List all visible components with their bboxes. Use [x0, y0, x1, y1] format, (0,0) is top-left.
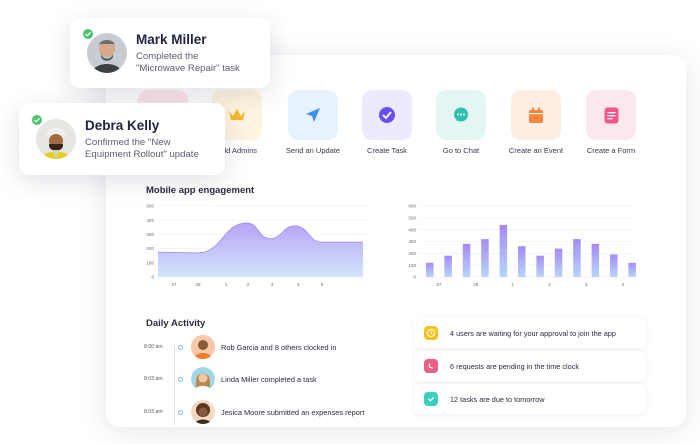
y-tick-label: 300 [146, 232, 154, 237]
series-area [158, 223, 363, 277]
y-tick-label: 500 [408, 215, 416, 220]
alert-text: 6 requests are pending in the time clock [450, 361, 579, 371]
bar [573, 239, 581, 277]
notification-debra-kelly[interactable]: Debra Kelly Confirmed the "New Equipment… [19, 103, 225, 175]
notification-line-2: "Microwave Repair" task [136, 62, 240, 74]
activity-text: Rob Garcia and 8 others clocked in [221, 342, 337, 352]
form-icon [586, 90, 636, 140]
alert-approval[interactable]: 4 users are waiting for your approval to… [414, 318, 646, 348]
alert-tasks-due[interactable]: 12 tasks are due to tomorrow [414, 384, 646, 414]
check-circle-icon [362, 90, 412, 140]
clock-icon [424, 359, 438, 373]
x-tick-label: 27 [436, 282, 442, 287]
avatar [191, 400, 215, 424]
chat-icon [436, 90, 486, 140]
calendar-icon [511, 90, 561, 140]
timeline-dot [178, 344, 183, 350]
x-tick-label: 3 [271, 282, 274, 287]
avatar [30, 113, 76, 159]
engagement-area-chart: 0 100 200 300 400 500 27 28 1 2 3 4 5 [146, 204, 370, 287]
bar [591, 243, 600, 277]
bar [481, 239, 489, 277]
x-tick-label: 2 [548, 282, 551, 287]
notification-line-2: Equipment Rollout" update [85, 148, 199, 160]
activity-text: Linda Miller completed a task [221, 374, 317, 384]
activity-time: 8:00 am [144, 344, 163, 350]
timeline-dot [178, 409, 183, 415]
activity-time: 8:03 am [144, 409, 163, 415]
y-tick-label: 600 [408, 204, 416, 209]
avatar [191, 367, 215, 391]
timeline-line [174, 345, 175, 425]
y-tick-label: 400 [146, 218, 154, 223]
activity-item[interactable]: 8:03 am Jesica Moore submitted an expens… [144, 399, 364, 425]
alert-text: 12 tasks are due to tomorrow [450, 394, 545, 404]
alert-text: 4 users are waiting for your approval to… [450, 328, 616, 338]
bar [518, 246, 526, 277]
x-tick-label: 3 [585, 282, 588, 287]
y-tick-label: 100 [146, 260, 154, 265]
quick-action-go-to-chat[interactable]: Go to Chat [424, 90, 498, 155]
x-tick-label: 28 [195, 282, 201, 287]
bar [610, 254, 618, 277]
y-tick-label: 300 [408, 239, 416, 244]
notification-mark-miller[interactable]: Mark Miller Completed the "Microwave Rep… [70, 18, 270, 88]
bar [426, 262, 434, 277]
activity-time: 8:03 am [144, 376, 163, 382]
bar [536, 255, 544, 277]
engagement-bar-chart: 0 100 200 300 400 500 600 27 28 1 2 3 4 [408, 204, 636, 287]
notification-name: Mark Miller [136, 31, 207, 47]
alert-time-clock[interactable]: 6 requests are pending in the time clock [414, 351, 646, 381]
x-tick-label: 4 [622, 282, 625, 287]
check-icon [424, 392, 438, 406]
activity-text: Jesica Moore submitted an expenses repor… [221, 407, 365, 417]
y-tick-label: 100 [408, 263, 416, 268]
bar [462, 243, 471, 277]
avatar [191, 335, 215, 359]
x-tick-label: 5 [321, 282, 324, 287]
bar [444, 255, 452, 277]
send-icon [288, 90, 338, 140]
engagement-title: Mobile app engagement [146, 185, 255, 196]
x-tick-label: 27 [171, 282, 177, 287]
timeline-dot [178, 376, 183, 382]
y-tick-label: 200 [146, 246, 154, 251]
bar [628, 262, 636, 277]
quick-action-create-form[interactable]: Create a Form [574, 90, 648, 155]
x-tick-label: 1 [511, 282, 514, 287]
y-tick-label: 0 [413, 275, 416, 280]
activity-item[interactable]: 8:03 am Linda Miller completed a task [144, 366, 317, 392]
quick-action-send-update[interactable]: Send an Update [276, 90, 350, 155]
avatar [81, 27, 127, 73]
y-tick-label: 200 [408, 251, 416, 256]
dashboard-card: Add Admins Send an Update Create Task Go… [106, 55, 686, 427]
x-tick-label: 1 [225, 282, 228, 287]
notification-body: Debra Kelly Confirmed the "New Equipment… [85, 118, 199, 161]
x-tick-label: 2 [247, 282, 250, 287]
notification-body: Mark Miller Completed the "Microwave Rep… [136, 32, 240, 75]
notification-name: Debra Kelly [85, 117, 160, 133]
y-tick-label: 0 [151, 275, 154, 280]
quick-action-create-event[interactable]: Create an Event [499, 90, 573, 155]
notification-line-1: Completed the [136, 50, 199, 62]
activity-item[interactable]: 8:00 am Rob Garcia and 8 others clocked … [144, 334, 336, 360]
y-tick-label: 400 [408, 227, 416, 232]
notification-line-1: Confirmed the "New [85, 136, 171, 148]
bar [499, 224, 508, 277]
check-icon [81, 27, 95, 41]
series-line [157, 222, 363, 254]
x-tick-label: 4 [297, 282, 300, 287]
y-tick-label: 500 [146, 204, 154, 209]
bar [554, 248, 563, 277]
daily-activity-title: Daily Activity [146, 318, 206, 329]
check-icon [30, 113, 44, 127]
x-tick-label: 28 [473, 282, 479, 287]
quick-action-create-task[interactable]: Create Task [350, 90, 424, 155]
clock-alert-icon [424, 326, 438, 340]
